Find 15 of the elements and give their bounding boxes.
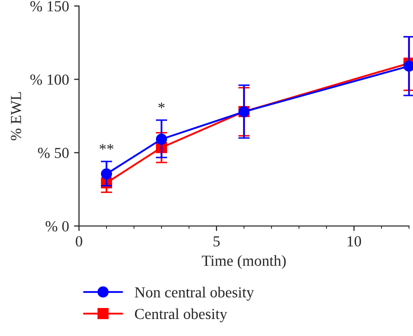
point (100, 168, 112, 180)
y-tick-label: % 50 (38, 148, 69, 158)
y-axis-title: % EWL (10, 92, 22, 140)
legend-label: Non central obesity (134, 286, 254, 301)
legend-label: Central obesity (135, 308, 228, 322)
x-tick-label: 5 (214, 236, 220, 246)
y-tick-label: % 100 (30, 74, 69, 85)
annotation: ** (100, 144, 114, 150)
x-tick-label: 0 (76, 236, 82, 246)
point (156, 134, 168, 145)
y-tick-label: % 0 (46, 221, 69, 232)
annotation: * (158, 102, 165, 108)
y-tick-label: % 150 (30, 1, 69, 12)
x-axis-title: Time (month) (202, 255, 286, 269)
x-tick-label: 10 (348, 236, 362, 246)
